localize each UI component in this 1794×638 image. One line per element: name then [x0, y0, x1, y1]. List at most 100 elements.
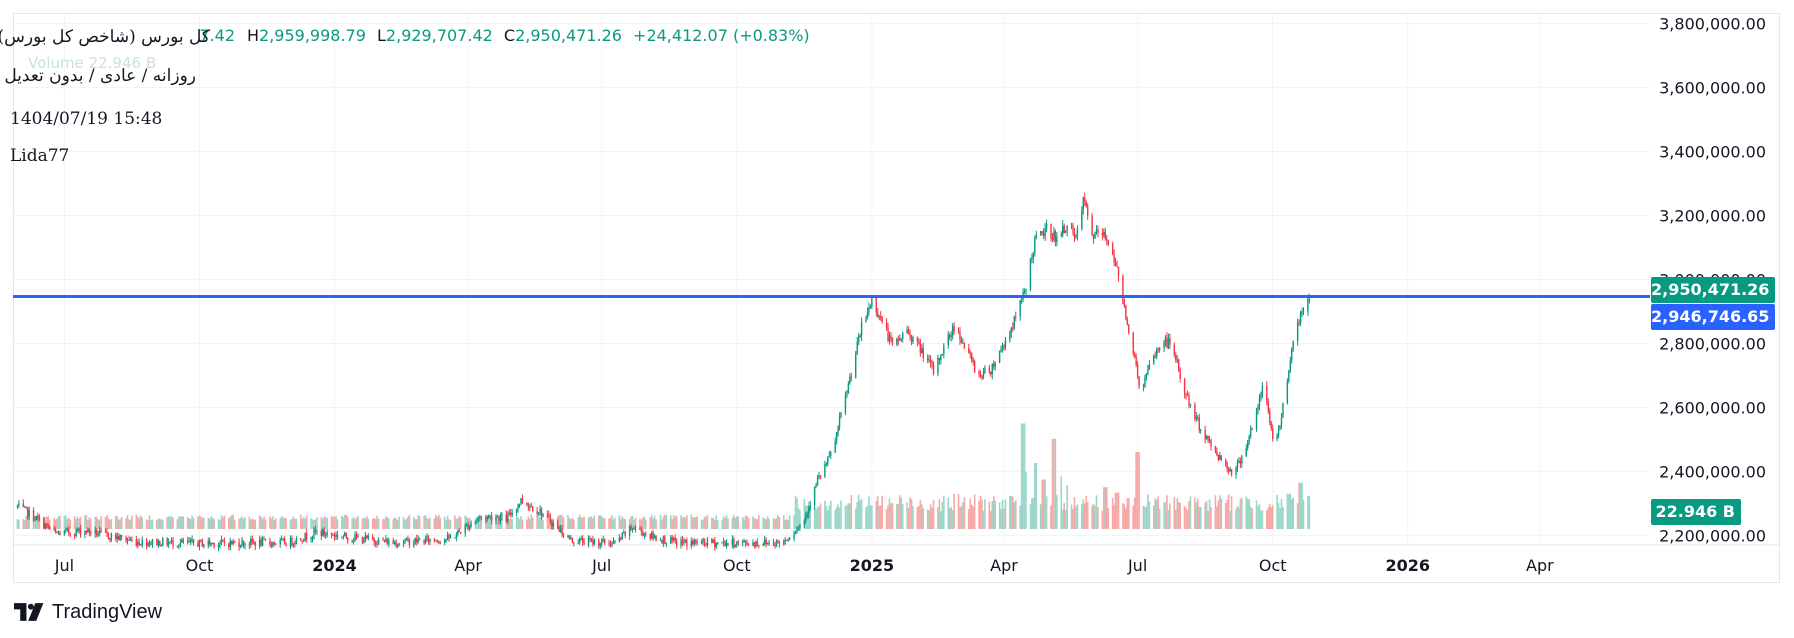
volume-bar [313, 519, 315, 529]
volume-bar [982, 510, 985, 529]
volume-bar [1205, 500, 1208, 529]
volume-bar [932, 500, 935, 529]
candle-body [865, 317, 867, 323]
candle-body [231, 540, 233, 544]
volume-bar [382, 518, 384, 529]
candle-body [366, 535, 368, 538]
candle-body [18, 503, 20, 506]
volume-bar [354, 519, 356, 529]
open-value: 7.42 [199, 26, 235, 45]
volume-bar [254, 519, 257, 529]
volume-bar [919, 499, 922, 529]
candle-body [433, 538, 436, 541]
volume-bar [1053, 438, 1055, 529]
candle-body [948, 334, 951, 338]
volume-bar [283, 518, 286, 529]
candle-body [294, 543, 296, 545]
volume-bar [222, 517, 224, 529]
candle-body [1225, 460, 1227, 465]
candle-body [608, 542, 610, 545]
candle-body [241, 540, 243, 547]
candle-body [1015, 316, 1017, 318]
volume-bar [1292, 497, 1295, 529]
volume-bar [508, 518, 511, 529]
candle-body [138, 542, 140, 545]
volume-bar [395, 518, 397, 529]
volume-bar [336, 519, 339, 529]
volume-bar [562, 517, 565, 529]
candle-body [398, 543, 400, 546]
candle-body [1204, 429, 1206, 440]
symbol-title[interactable]: کل بورس (شاخص کل بورس) [0, 27, 210, 47]
candle-body [423, 539, 425, 544]
high-key: H [247, 26, 260, 45]
candle-body [269, 540, 271, 544]
candle-body [69, 533, 71, 535]
candle-body [486, 516, 488, 520]
volume-bar [398, 516, 400, 529]
volume-bar [1299, 482, 1302, 529]
candle-body [799, 524, 801, 528]
volume-bar [107, 518, 110, 529]
volume-bar [600, 516, 603, 529]
candle-body [364, 535, 367, 541]
candle-body [1280, 417, 1283, 426]
volume-bar [1251, 508, 1253, 529]
candle-body [875, 297, 877, 313]
volume-bar [69, 519, 72, 529]
tradingview-logo[interactable]: TradingView [14, 600, 162, 624]
volume-bar [321, 518, 324, 529]
volume-bar [25, 516, 28, 529]
volume-bar [88, 517, 91, 529]
candle-body [849, 376, 851, 384]
volume-bar [85, 515, 88, 529]
volume-bar [799, 510, 801, 529]
volume-bar [201, 517, 204, 529]
candle-body [115, 533, 117, 539]
volume-bar [593, 515, 596, 529]
candle-body [106, 531, 108, 534]
volume-bar [304, 518, 306, 529]
volume-bar [998, 502, 1001, 529]
candle-body [994, 362, 996, 367]
candle-body [1154, 355, 1156, 357]
volume-bar [1070, 504, 1073, 529]
x-tick-label: 2026 [1385, 556, 1430, 575]
volume-bar [1029, 504, 1032, 529]
candle-body [367, 535, 369, 538]
candle-body [85, 531, 88, 533]
volume-bar [333, 516, 336, 529]
candle-body [1081, 209, 1083, 229]
candle-body [752, 542, 754, 546]
volume-bar [263, 516, 265, 529]
volume-bar [117, 519, 120, 529]
candle-body [570, 537, 572, 540]
volume-bar [1041, 479, 1043, 529]
candle-body [953, 326, 955, 332]
volume-bar [455, 518, 458, 529]
candle-body [26, 507, 29, 517]
candle-body [1286, 380, 1289, 404]
volume-bar [879, 505, 882, 529]
candle-body [1004, 339, 1007, 348]
candle-body [467, 525, 469, 530]
candle-body [772, 542, 775, 545]
volume-bar [640, 519, 643, 529]
candle-body [1144, 377, 1146, 387]
candle-body [1219, 455, 1221, 460]
volume-bar [407, 516, 409, 529]
volume-bar [928, 510, 930, 529]
candle-body [775, 540, 778, 547]
candle-body [510, 512, 512, 515]
volume-bar [1010, 496, 1013, 529]
candle-body [1009, 332, 1011, 340]
candle-body [145, 539, 148, 547]
candle-body [722, 541, 725, 543]
candle-body [110, 533, 113, 540]
candle-body [22, 503, 24, 507]
candle-body [95, 529, 98, 536]
y-tick-label: 2,200,000.00 [1659, 526, 1766, 545]
candle-body [217, 544, 220, 548]
volume-bar [239, 517, 242, 529]
